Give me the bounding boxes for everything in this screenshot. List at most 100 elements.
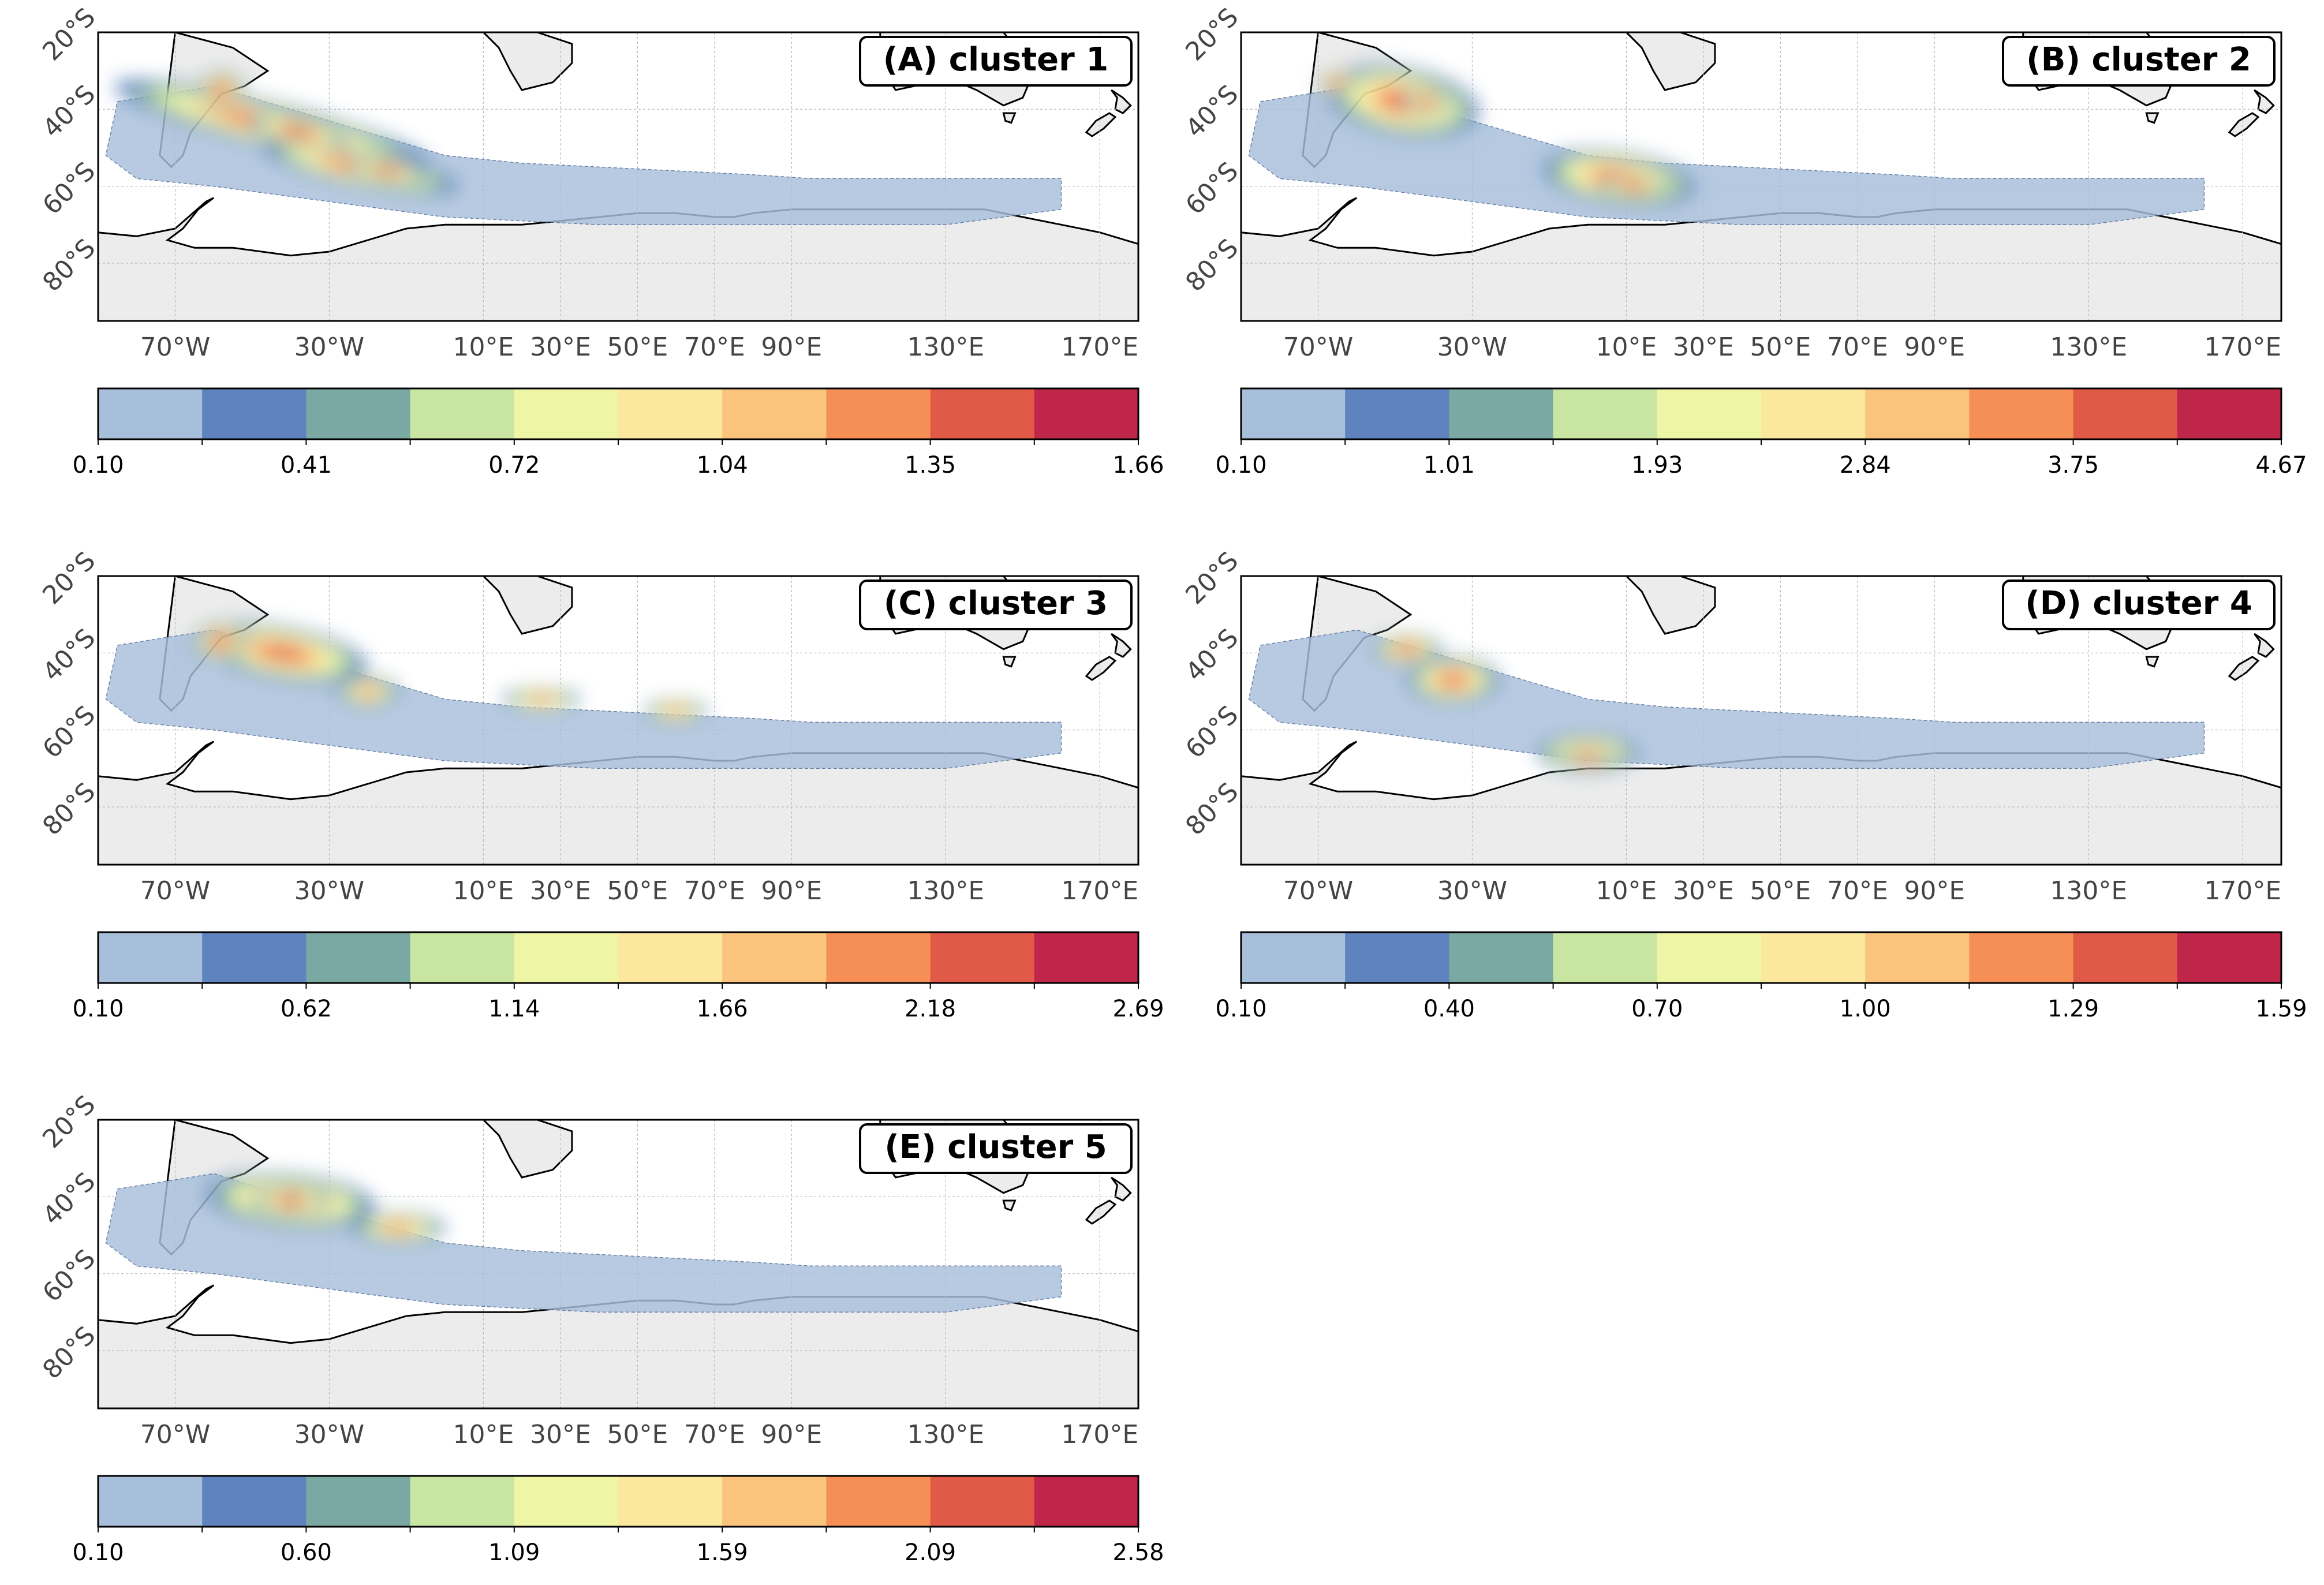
colorbar-tick-label: 1.59 (697, 1539, 748, 1566)
longitude-tick-label: 70°W (140, 332, 211, 362)
landmass (1002, 1199, 1017, 1212)
landmass (1625, 32, 1716, 91)
landmass (2254, 633, 2275, 658)
density-field (105, 622, 1062, 769)
colorbar-segment (1034, 1476, 1139, 1527)
latitude-tick-label: 80°S (1180, 233, 1244, 297)
longitude-tick-label: 70°W (1283, 332, 1354, 362)
map-panel: (D) cluster 4 70°W 30°W 10°E 30°E 50°E 70°E 90°… (1180, 546, 2307, 1022)
colorbar-segment (410, 932, 515, 983)
colorbar-segment (1449, 932, 1554, 983)
latitude-tick-label: 40°S (37, 623, 101, 687)
colorbar: 0.10 0.60 1.09 1.59 2.09 2.58 (72, 1475, 1164, 1566)
latitude-tick-label: 20°S (1180, 546, 1244, 610)
longitude-tick-label: 50°E (1750, 876, 1811, 906)
colorbar-segment (930, 388, 1035, 439)
landmass (1111, 89, 1132, 114)
colorbar-segment (1761, 932, 1866, 983)
map-panel: (C) cluster 3 70°W 30°W 10°E 30°E 50°E 70°E 90°… (37, 546, 1164, 1022)
density-outer-contour (1248, 629, 2205, 769)
colorbar-segment (618, 388, 723, 439)
longitude-tick-label: 170°E (1061, 1420, 1138, 1449)
density-field (105, 70, 1062, 226)
density-core (1372, 634, 1638, 772)
colorbar-tick-label: 0.10 (1215, 452, 1266, 479)
colorbar-tick-label: 1.93 (1631, 452, 1683, 479)
panel-label-box (859, 36, 1133, 87)
longitude-tick-label: 30°W (1437, 332, 1508, 362)
longitude-tick-label: 70°W (1283, 876, 1354, 906)
latitude-tick-label: 40°S (1180, 80, 1244, 144)
landmass (1085, 656, 1117, 681)
colorbar: 0.10 0.40 0.70 1.00 1.29 1.59 (1215, 931, 2307, 1022)
colorbar-segment (930, 932, 1035, 983)
colorbar-segment (1761, 388, 1866, 439)
panel-label-text: (C) cluster 3 (884, 585, 1108, 622)
density-contour (264, 646, 302, 660)
density-contour (360, 687, 376, 696)
colorbar-tick-label: 0.40 (1423, 996, 1475, 1022)
landmass (1111, 633, 1132, 658)
landmass (2254, 89, 2275, 114)
colorbar-segment (722, 932, 827, 983)
colorbar-segment (1657, 932, 1762, 983)
colorbar-segment (1657, 388, 1762, 439)
colorbar-segment (306, 1476, 411, 1527)
map-panel: (B) cluster 2 70°W 30°W 10°E 30°E 50°E 70°E 90°… (1180, 2, 2307, 479)
longitude-tick-label: 90°E (761, 876, 822, 906)
colorbar-segment (1553, 388, 1658, 439)
colorbar-segment (306, 932, 411, 983)
latitude-tick-label: 20°S (1180, 2, 1244, 66)
longitude-tick-label: 30°E (530, 1420, 591, 1449)
density-contour (387, 1224, 410, 1232)
landmass (2228, 656, 2260, 681)
landmass (482, 32, 573, 91)
panel-label-text: (E) cluster 5 (884, 1128, 1107, 1166)
colorbar-segment (514, 1476, 619, 1527)
colorbar: 0.10 0.41 0.72 1.04 1.35 1.66 (72, 387, 1164, 479)
landmass (1085, 112, 1117, 137)
longitude-tick-label: 70°E (684, 876, 745, 906)
panel-label-box (859, 580, 1133, 630)
panel-label: (E) cluster 5 (859, 1123, 1133, 1174)
panel-label-text: (D) cluster 4 (2025, 585, 2252, 622)
colorbar-segment (98, 388, 203, 439)
colorbar-segment (410, 388, 515, 439)
longitude-tick-label: 10°E (453, 876, 514, 906)
colorbar-segment (2177, 932, 2282, 983)
landmass (482, 576, 573, 635)
landmass (1085, 1199, 1117, 1225)
latitude-tick-label: 40°S (37, 1167, 101, 1231)
colorbar: 0.10 1.01 1.93 2.84 3.75 4.67 (1215, 387, 2307, 479)
map-panel: (E) cluster 5 70°W 30°W 10°E 30°E 50°E 70°E 90°… (37, 1090, 1164, 1566)
colorbar-tick-label: 0.72 (488, 452, 540, 479)
colorbar-tick-label: 1.29 (2047, 996, 2099, 1022)
colorbar-tick-label: 2.69 (1112, 996, 1164, 1022)
colorbar-tick-label: 0.70 (1631, 996, 1683, 1022)
longitude-tick-label: 70°E (684, 1420, 745, 1449)
longitude-tick-label: 30°E (530, 876, 591, 906)
colorbar-tick-label: 3.75 (2047, 452, 2099, 479)
colorbar-segment (202, 388, 307, 439)
colorbar-tick-label: 1.35 (905, 452, 956, 479)
map-frame (1240, 575, 2282, 866)
colorbar-segment (410, 1476, 515, 1527)
density-contour (1421, 98, 1431, 105)
longitude-tick-label: 130°E (907, 876, 984, 906)
longitude-tick-label: 10°E (453, 1420, 514, 1449)
map-frame (97, 1119, 1139, 1410)
colorbar-tick-label: 0.10 (1215, 996, 1266, 1022)
map-frame (1240, 31, 2282, 322)
longitude-tick-label: 30°E (1673, 876, 1734, 906)
colorbar-segment (722, 388, 827, 439)
longitude-tick-label: 130°E (2050, 332, 2127, 362)
longitude-tick-label: 30°W (1437, 876, 1508, 906)
colorbar-segment (202, 1476, 307, 1527)
latitude-tick-label: 80°S (37, 233, 101, 297)
density-contour (1443, 675, 1463, 685)
density-core (114, 70, 458, 195)
landmass (1002, 656, 1017, 668)
colorbar-tick-label: 1.66 (1112, 452, 1164, 479)
longitude-tick-label: 30°E (1673, 332, 1734, 362)
